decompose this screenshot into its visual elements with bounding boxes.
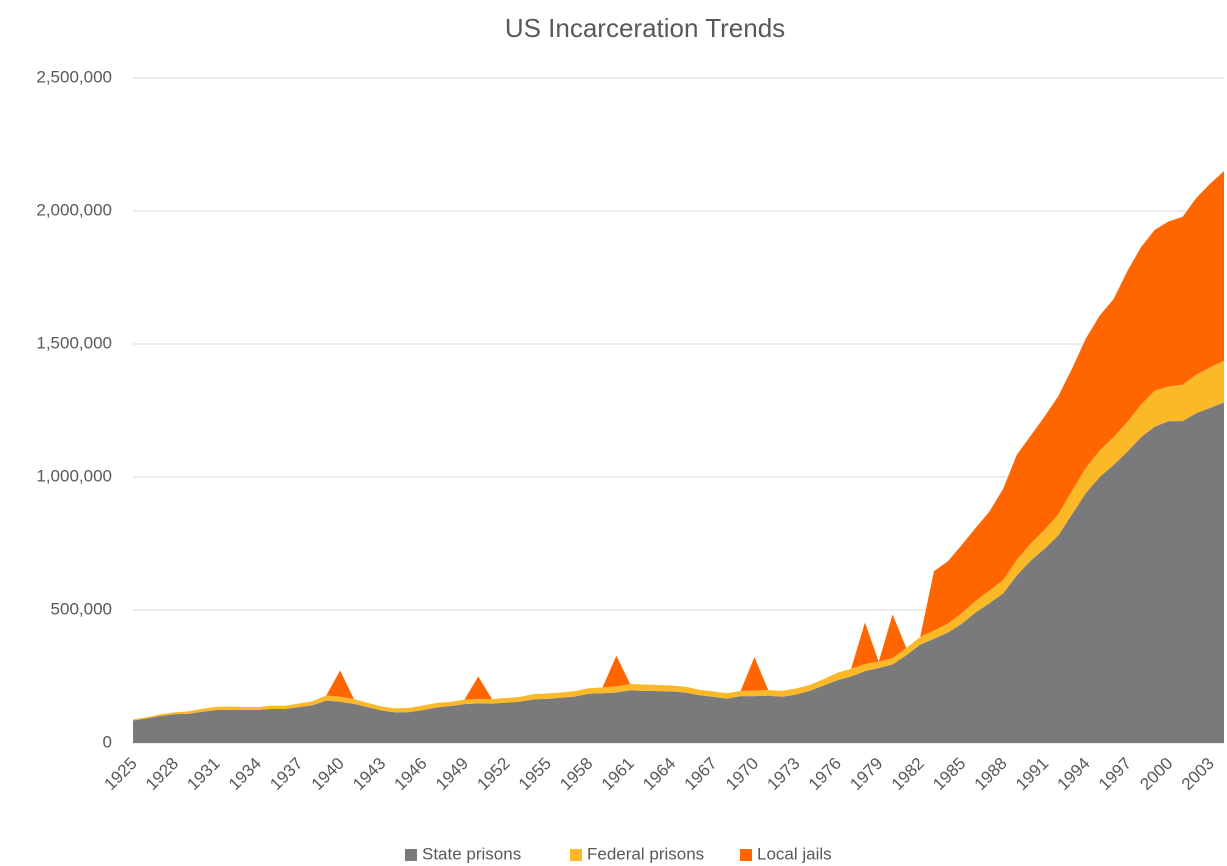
x-tick-label: 1991 <box>1012 754 1052 794</box>
x-tick-label: 1946 <box>391 754 431 794</box>
x-tick-label: 1940 <box>308 754 348 794</box>
x-tick-label: 1970 <box>722 754 762 794</box>
x-tick-label: 1928 <box>142 754 182 794</box>
y-tick-label: 1,000,000 <box>36 466 112 485</box>
x-tick-label: 1952 <box>473 754 513 794</box>
x-tick-label: 1964 <box>639 754 679 794</box>
y-tick-label: 500,000 <box>51 599 112 618</box>
x-tick-label: 1955 <box>515 754 555 794</box>
x-tick-label: 1934 <box>225 754 265 794</box>
x-tick-label: 1976 <box>805 754 845 794</box>
x-tick-label: 1994 <box>1053 754 1093 794</box>
x-tick-label: 1931 <box>183 754 223 794</box>
y-tick-label: 2,500,000 <box>36 67 112 86</box>
legend-label: State prisons <box>422 844 521 863</box>
legend-label: Local jails <box>757 844 832 863</box>
x-tick-label: 1958 <box>556 754 596 794</box>
y-tick-label: 0 <box>103 732 112 751</box>
x-tick-label: 1961 <box>598 754 638 794</box>
x-tick-label: 1967 <box>681 754 721 794</box>
x-tick-label: 1979 <box>846 754 886 794</box>
y-tick-label: 2,000,000 <box>36 200 112 219</box>
y-tick-label: 1,500,000 <box>36 333 112 352</box>
x-tick-label: 1949 <box>432 754 472 794</box>
legend-swatch <box>570 849 582 861</box>
x-tick-label: 1973 <box>763 754 803 794</box>
legend-swatch <box>740 849 752 861</box>
x-tick-label: 2003 <box>1178 754 1218 794</box>
legend-label: Federal prisons <box>587 844 704 863</box>
area <box>133 402 1224 743</box>
area <box>133 171 1224 720</box>
chart-title: US Incarceration Trends <box>505 13 785 43</box>
x-tick-label: 1937 <box>266 754 306 794</box>
x-tick-label: 1988 <box>971 754 1011 794</box>
x-tick-label: 1997 <box>1095 754 1135 794</box>
x-tick-label: 1925 <box>101 754 141 794</box>
x-tick-label: 1982 <box>888 754 928 794</box>
x-tick-label: 1943 <box>349 754 389 794</box>
x-tick-label: 1985 <box>929 754 969 794</box>
legend-swatch <box>405 849 417 861</box>
x-tick-label: 2000 <box>1136 754 1176 794</box>
